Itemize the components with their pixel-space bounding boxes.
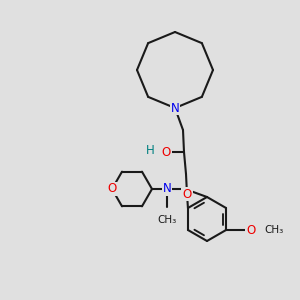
Text: CH₃: CH₃ — [158, 215, 177, 225]
Text: O: O — [246, 224, 256, 236]
Text: O: O — [107, 182, 117, 196]
Text: H: H — [146, 143, 154, 157]
Text: CH₃: CH₃ — [264, 225, 283, 235]
Text: N: N — [163, 182, 171, 196]
Text: N: N — [171, 101, 179, 115]
Text: O: O — [182, 188, 192, 200]
Text: O: O — [161, 146, 171, 158]
